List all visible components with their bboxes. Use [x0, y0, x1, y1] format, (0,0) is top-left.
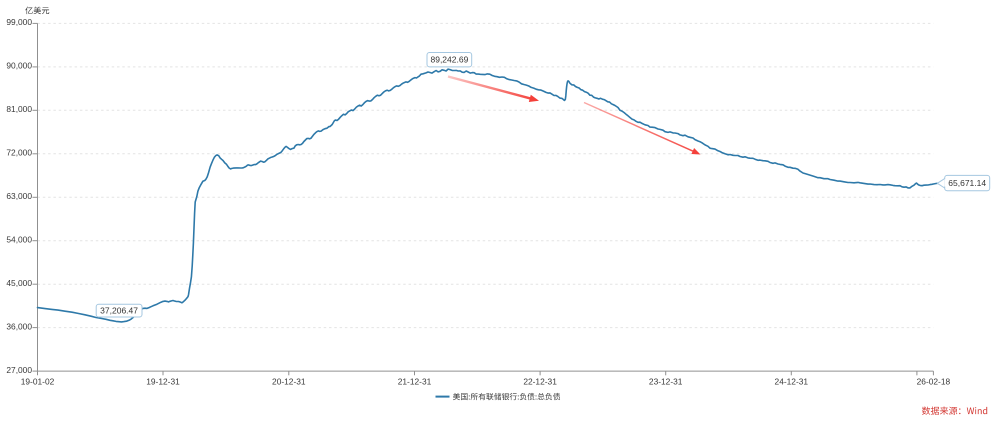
svg-text:24-12-31: 24-12-31 [775, 376, 809, 386]
svg-text:90,000: 90,000 [6, 61, 32, 71]
svg-text:19-12-31: 19-12-31 [146, 376, 180, 386]
svg-text:81,000: 81,000 [6, 104, 32, 114]
svg-text:20-12-31: 20-12-31 [272, 376, 306, 386]
svg-text:27,000: 27,000 [6, 365, 32, 375]
svg-text:54,000: 54,000 [6, 235, 32, 245]
svg-text:19-01-02: 19-01-02 [21, 376, 55, 386]
svg-text:22-12-31: 22-12-31 [523, 376, 557, 386]
svg-text:63,000: 63,000 [6, 191, 32, 201]
svg-text:65,671.14: 65,671.14 [948, 178, 986, 188]
svg-text:23-12-31: 23-12-31 [649, 376, 683, 386]
svg-text:72,000: 72,000 [6, 148, 32, 158]
svg-text:21-12-31: 21-12-31 [398, 376, 432, 386]
svg-text:89,242.69: 89,242.69 [430, 55, 468, 65]
svg-text:37,206.47: 37,206.47 [100, 306, 138, 316]
svg-text:45,000: 45,000 [6, 278, 32, 288]
svg-text:99,000: 99,000 [6, 17, 32, 27]
svg-text:26-02-18: 26-02-18 [917, 376, 951, 386]
svg-text:36,000: 36,000 [6, 321, 32, 331]
